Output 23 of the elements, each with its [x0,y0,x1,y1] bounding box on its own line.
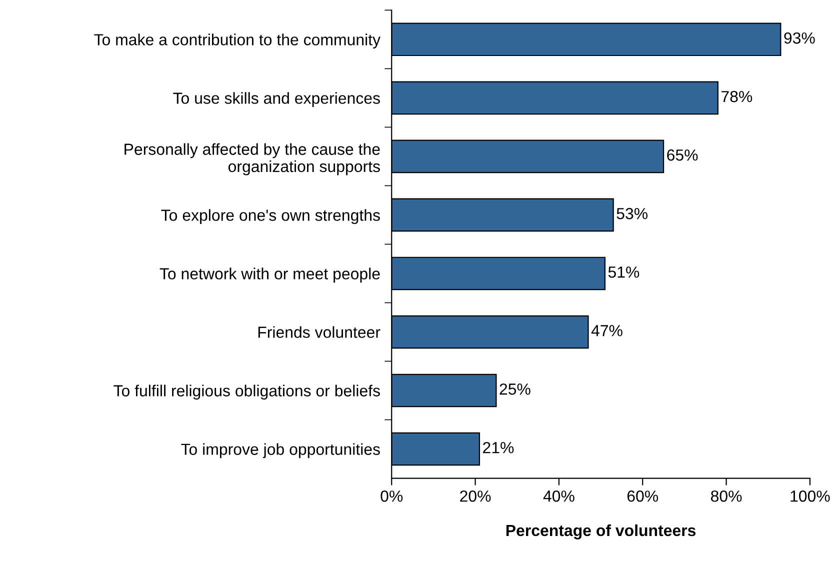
data-label: 53% [616,208,648,220]
data-label: 21% [483,442,514,454]
data-label: 47% [591,325,622,336]
data-label: 78% [722,90,752,102]
x-tick-label: 80% [710,490,742,502]
x-tick-label: 20% [460,490,491,502]
data-label: 65% [667,149,698,161]
x-axis-title: Percentage of volunteers [506,524,696,540]
x-tick-label: 100% [790,490,830,502]
y-tick-label: To make a contribution to the community [94,34,380,49]
y-tick-label: Friends volunteer [258,326,380,338]
data-label: 51% [608,266,640,278]
y-tick-label: To explore one's own strengths [161,209,380,224]
y-tick-label: To improve job opportunities [181,443,380,458]
x-tick-label: 0% [380,490,403,502]
data-label: 93% [784,32,815,44]
x-tick-label: 60% [627,490,658,502]
y-tick-label: To use skills and experiences [173,92,380,108]
x-tick-label: 40% [543,490,574,502]
y-tick-label: To network with or meet people [160,268,380,283]
data-label: 25% [500,383,530,395]
y-tick-label: To fulfill religious obligations or beliefs [114,384,380,400]
y-tick-label: Personally affected by the cause the organization supports [124,143,380,176]
